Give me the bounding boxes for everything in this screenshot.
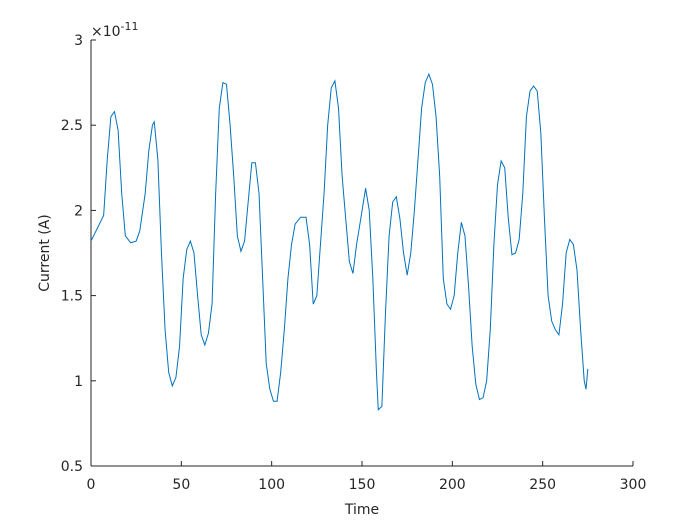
y-tick-label: 2.5	[61, 118, 83, 134]
x-tick-label: 0	[87, 477, 96, 493]
x-tick-label: 50	[172, 477, 190, 493]
x-tick-label: 100	[258, 477, 285, 493]
x-tick-label: 150	[349, 477, 376, 493]
y-tick-label: 2	[74, 203, 83, 219]
y-multiplier: ×10-11	[91, 20, 139, 40]
x-tick-label: 200	[439, 477, 466, 493]
multiplier-base: ×10	[91, 24, 121, 40]
x-tick-label: 250	[529, 477, 556, 493]
multiplier-exponent: -11	[121, 20, 139, 33]
y-tick-label: 3	[74, 33, 83, 49]
x-tick-label: 300	[620, 477, 647, 493]
y-tick-label: 0.5	[61, 459, 83, 475]
x-axis-label: Time	[344, 502, 379, 518]
y-tick-label: 1	[74, 374, 83, 390]
data-line	[90, 72, 589, 411]
y-axis-label: Current (A)	[37, 214, 53, 292]
y-tick-label: 1.5	[61, 289, 83, 305]
